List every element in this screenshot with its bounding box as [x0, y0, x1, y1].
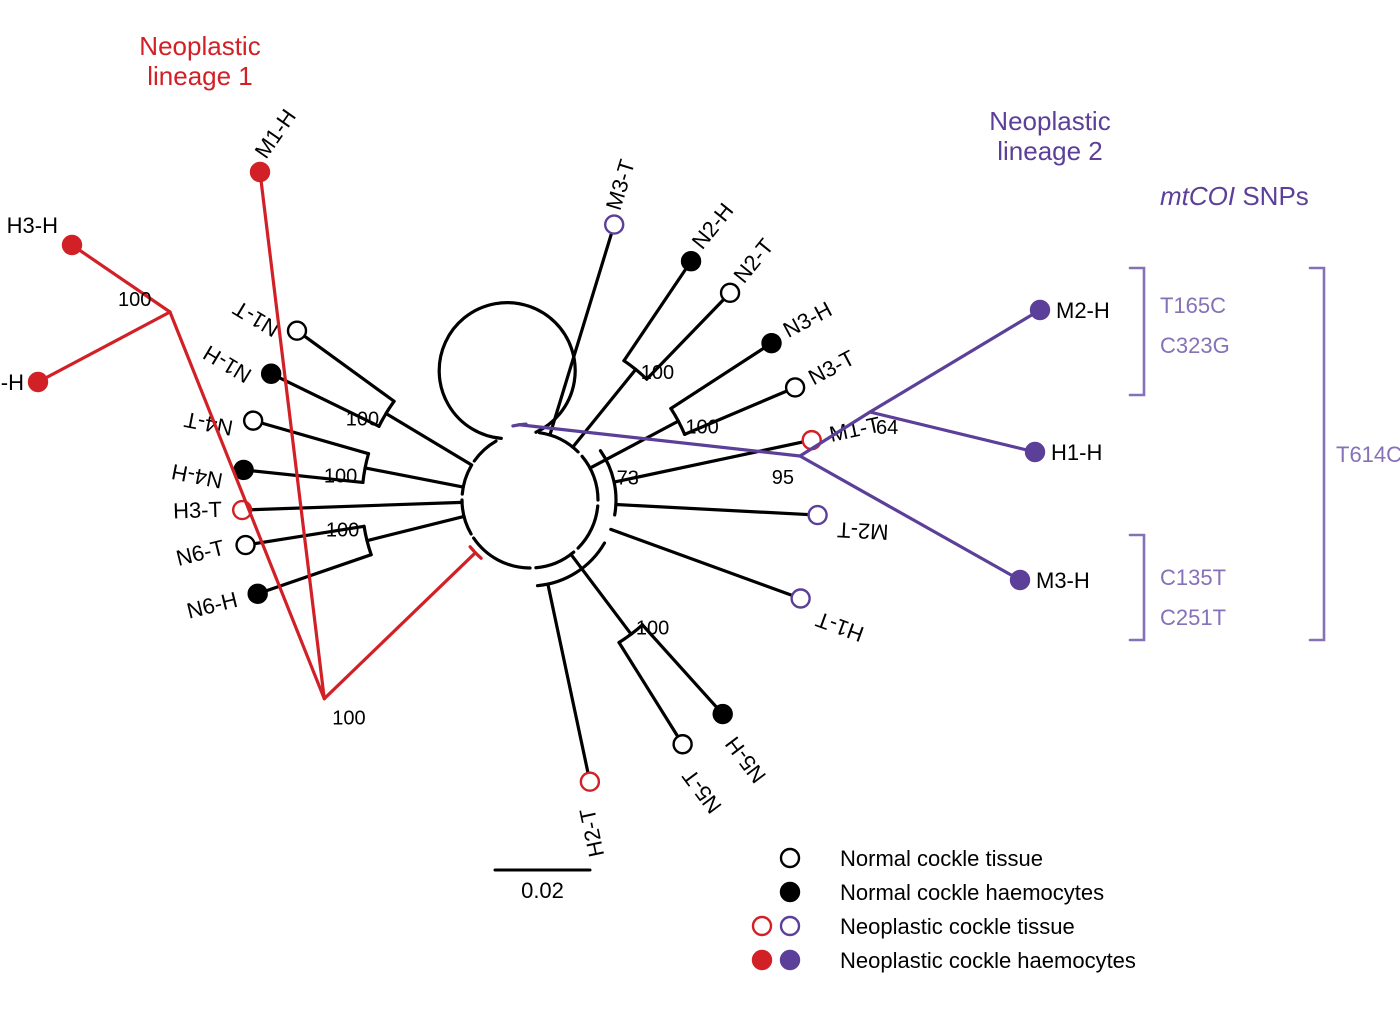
label-M1-H: M1-H	[250, 104, 301, 162]
title-lineage1-b: lineage 1	[147, 61, 253, 91]
bootstrap-N1: 100	[346, 408, 379, 430]
node-H1-T	[792, 590, 810, 608]
node-H2-T	[581, 773, 599, 791]
bootstrap-N3: 100	[685, 416, 718, 438]
bootstrap-N5: 100	[636, 618, 669, 640]
label-M3-T: M3-T	[601, 157, 640, 213]
legend-label-2: Neoplastic cockle tissue	[840, 914, 1075, 939]
label-H2-H: H2-H	[0, 370, 24, 395]
scale-bar-label: 0.02	[521, 878, 564, 903]
bootstrap-l1-outer: 100	[332, 708, 365, 730]
node-N3-T	[786, 378, 804, 396]
label-N5-H: N5-H	[720, 732, 771, 788]
label-N6-H: N6-H	[184, 587, 240, 624]
label-M1-T: M1-T	[827, 412, 882, 447]
node-H2-H	[29, 373, 47, 391]
label-N4-H: N4-H	[169, 459, 224, 493]
node-N5-H	[714, 705, 732, 723]
node-N6-T	[237, 536, 255, 554]
title-lineage2-b: lineage 2	[997, 136, 1103, 166]
snp-C135T: C135T	[1160, 565, 1226, 590]
bootstrap-l1-inner: 100	[118, 289, 151, 311]
snp-T165C: T165C	[1160, 293, 1226, 318]
label-M2-H: M2-H	[1056, 298, 1110, 323]
node-N1-T	[288, 322, 306, 340]
node-H3-H	[63, 236, 81, 254]
label-H2-T: H2-T	[574, 806, 609, 859]
node-M1-H	[251, 163, 269, 181]
node-M2-H	[1031, 301, 1049, 319]
legend-dot-2b	[781, 917, 799, 935]
snp-C251T: C251T	[1160, 605, 1226, 630]
label-N5-T: N5-T	[677, 764, 726, 818]
label-H1-H: H1-H	[1051, 440, 1102, 465]
label-M3-H: M3-H	[1036, 568, 1090, 593]
legend-dot-1	[781, 883, 799, 901]
snp-T614C: T614C	[1336, 442, 1400, 467]
node-M3-H	[1011, 571, 1029, 589]
legend-dot-0	[781, 849, 799, 867]
node-H1-H	[1026, 443, 1044, 461]
node-N3-H	[763, 334, 781, 352]
legend-label-1: Normal cockle haemocytes	[840, 880, 1104, 905]
label-N3-T: N3-T	[804, 345, 859, 390]
node-N1-H	[262, 365, 280, 383]
bootstrap-64: 64	[876, 417, 898, 439]
legend-label-0: Normal cockle tissue	[840, 846, 1043, 871]
bootstrap-N4: 100	[324, 465, 357, 487]
snp-C323G: C323G	[1160, 333, 1230, 358]
phylogenetic-tree-figure: 73N6-HN6-T100N4-HN4-T100N1-HN1-T100N2-HN…	[0, 0, 1400, 1009]
label-N2-T: N2-T	[728, 234, 778, 288]
label-N1-H: N1-H	[199, 340, 256, 388]
node-N2-H	[682, 252, 700, 270]
label-H3-H: H3-H	[7, 213, 58, 238]
label-N6-T: N6-T	[174, 535, 227, 571]
node-N2-T	[721, 284, 739, 302]
bootstrap-N2: 100	[641, 362, 674, 384]
label-N2-H: N2-H	[687, 198, 739, 254]
legend-dot-2a	[753, 917, 771, 935]
node-N6-H	[249, 585, 267, 603]
node-M3-T	[605, 216, 623, 234]
legend-dot-3a	[753, 951, 771, 969]
title-lineage2-a: Neoplastic	[989, 106, 1110, 136]
title-lineage1-a: Neoplastic	[139, 31, 260, 61]
bootstrap-95: 95	[772, 467, 794, 489]
node-N4-H	[235, 461, 253, 479]
legend-label-3: Neoplastic cockle haemocytes	[840, 948, 1136, 973]
label-M2-T: M2-T	[837, 517, 890, 545]
title-snps: mtCOI SNPs	[1160, 181, 1309, 211]
label-N3-H: N3-H	[779, 296, 836, 342]
legend-dot-3b	[781, 951, 799, 969]
bootstrap-N6: 100	[326, 520, 359, 542]
node-N5-T	[674, 735, 692, 753]
label-H3-T: H3-T	[173, 497, 223, 524]
label-H1-T: H1-T	[813, 607, 867, 647]
node-M2-T	[809, 506, 827, 524]
node-N4-T	[244, 412, 262, 430]
